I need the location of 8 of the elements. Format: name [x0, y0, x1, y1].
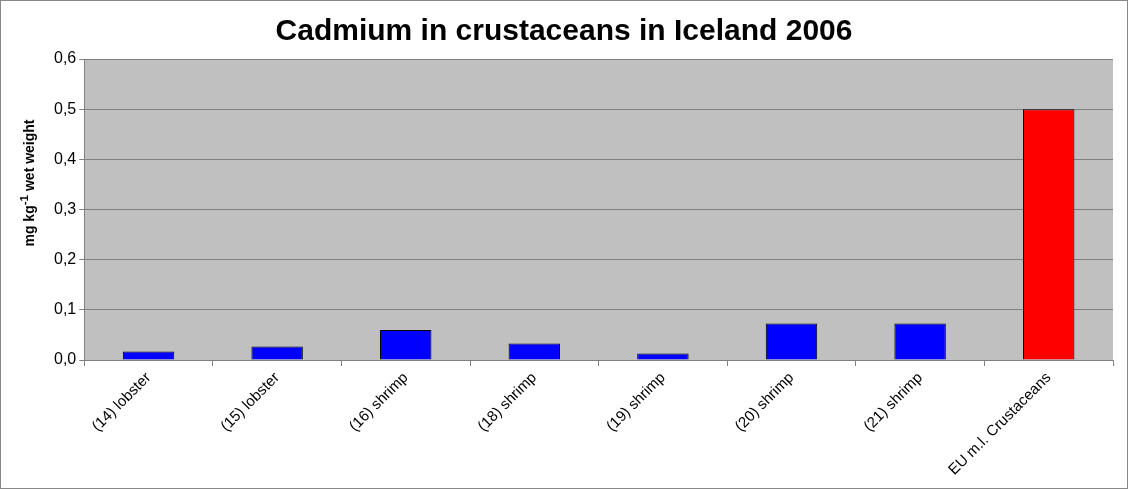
y-tick-label: 0,1	[53, 300, 77, 318]
y-tick-label: 0,5	[53, 99, 77, 117]
y-tick-label: 0,0	[53, 350, 77, 368]
y-tick-label: 0,6	[53, 49, 77, 67]
y-tick-label: 0,3	[53, 199, 77, 217]
chart-title: Cadmium in crustaceans in Iceland 2006	[274, 13, 854, 47]
y-tick-label: 0,4	[53, 149, 77, 167]
y-tick-label: 0,2	[53, 250, 77, 268]
